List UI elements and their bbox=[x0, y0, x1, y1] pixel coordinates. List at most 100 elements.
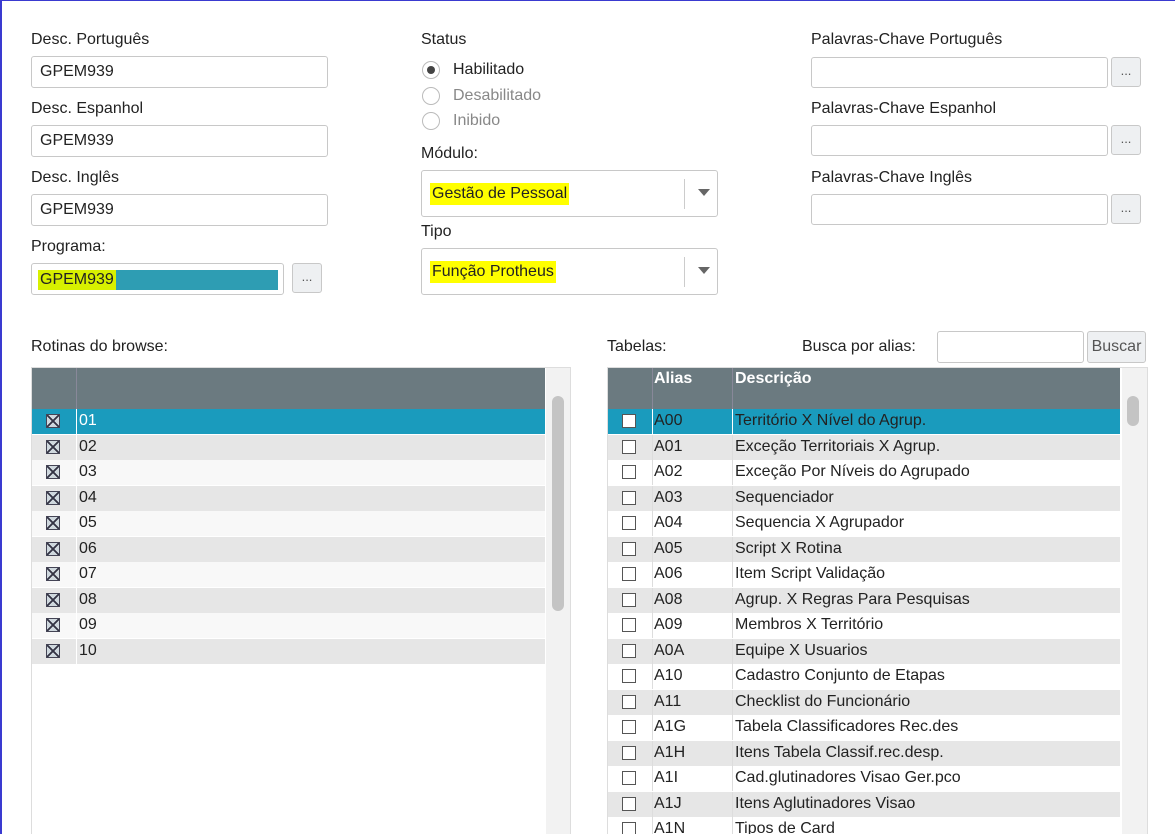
checkbox[interactable] bbox=[622, 567, 636, 581]
row-divider bbox=[652, 638, 653, 664]
checkbox[interactable] bbox=[622, 414, 636, 428]
select-divider bbox=[684, 179, 685, 209]
grid-row[interactable]: A0A Equipe X Usuarios bbox=[608, 638, 1120, 665]
grid-row[interactable]: A11 Checklist do Funcionário bbox=[608, 689, 1120, 716]
grid-row[interactable]: 04 bbox=[32, 485, 545, 512]
grid-row[interactable]: 01 bbox=[32, 409, 545, 435]
checkbox[interactable] bbox=[622, 643, 636, 658]
checkbox[interactable] bbox=[622, 694, 636, 709]
grid-row[interactable]: A04 Sequencia X Agrupador bbox=[608, 511, 1120, 537]
grid-row[interactable]: A1G Tabela Classificadores Rec.des bbox=[608, 715, 1120, 741]
text-input[interactable]: GPEM939 bbox=[31, 125, 328, 157]
description-cell: Cad.glutinadores Visao Ger.pco bbox=[735, 769, 961, 786]
checkbox[interactable] bbox=[622, 516, 636, 530]
grid-row[interactable]: A03 Sequenciador bbox=[608, 485, 1120, 512]
grid-row[interactable]: 07 bbox=[32, 562, 545, 588]
row-value: 05 bbox=[79, 514, 97, 531]
checkbox[interactable] bbox=[46, 567, 60, 581]
grid-row[interactable]: A1I Cad.glutinadores Visao Ger.pco bbox=[608, 766, 1120, 792]
row-value: 03 bbox=[79, 463, 97, 480]
description-cell: Exceção Por Níveis do Agrupado bbox=[735, 463, 970, 480]
ellipsis-button[interactable]: ... bbox=[1111, 57, 1141, 87]
grid-row[interactable]: 10 bbox=[32, 638, 545, 665]
row-divider bbox=[76, 511, 77, 536]
text-input[interactable]: GPEM939 bbox=[31, 194, 328, 226]
search-button[interactable]: Buscar bbox=[1087, 331, 1146, 363]
grid-row[interactable]: A01 Exceção Territoriais X Agrup. bbox=[608, 434, 1120, 461]
grid-row[interactable]: A09 Membros X Território bbox=[608, 613, 1120, 639]
row-value: 10 bbox=[79, 641, 97, 659]
grid-row[interactable]: 09 bbox=[32, 613, 545, 639]
header-divider bbox=[732, 368, 733, 409]
keyword-input[interactable] bbox=[811, 57, 1108, 88]
checkbox[interactable] bbox=[622, 796, 636, 811]
ellipsis-button[interactable]: ... bbox=[292, 263, 322, 293]
row-divider bbox=[652, 434, 653, 460]
grid-row[interactable]: A1H Itens Tabela Classif.rec.desp. bbox=[608, 740, 1120, 767]
row-divider bbox=[732, 791, 733, 817]
row-divider bbox=[732, 434, 733, 460]
checkbox[interactable] bbox=[622, 745, 636, 760]
alias-cell: A0A bbox=[654, 641, 685, 659]
scroll-thumb[interactable] bbox=[1127, 396, 1139, 426]
checkbox[interactable] bbox=[46, 643, 60, 658]
grid-row[interactable]: A1J Itens Aglutinadores Visao bbox=[608, 791, 1120, 818]
search-input[interactable] bbox=[937, 331, 1084, 363]
checkbox[interactable] bbox=[46, 541, 60, 556]
checkbox[interactable] bbox=[46, 618, 60, 632]
row-divider bbox=[652, 562, 653, 587]
checkbox[interactable] bbox=[622, 490, 636, 505]
grid-row[interactable]: 08 bbox=[32, 587, 545, 614]
radio-button[interactable] bbox=[422, 112, 440, 130]
checkbox[interactable] bbox=[622, 592, 636, 607]
select-box[interactable]: Função Protheus bbox=[421, 248, 718, 295]
checkbox[interactable] bbox=[622, 465, 636, 479]
keyword-input[interactable] bbox=[811, 125, 1108, 156]
row-divider bbox=[652, 460, 653, 485]
grid-row[interactable]: A1N Tipos de Card bbox=[608, 817, 1120, 834]
description-cell: Item Script Validação bbox=[735, 565, 885, 582]
select-box[interactable]: Gestão de Pessoal bbox=[421, 170, 718, 217]
radio-button[interactable] bbox=[422, 61, 440, 79]
checkbox[interactable] bbox=[46, 592, 60, 607]
row-divider bbox=[732, 613, 733, 638]
checkbox[interactable] bbox=[46, 516, 60, 530]
checkbox[interactable] bbox=[46, 414, 60, 428]
alias-cell: A01 bbox=[654, 437, 683, 455]
radio-button[interactable] bbox=[422, 86, 440, 105]
grid-row[interactable]: A02 Exceção Por Níveis do Agrupado bbox=[608, 460, 1120, 486]
row-value: 08 bbox=[79, 590, 97, 608]
checkbox[interactable] bbox=[46, 490, 60, 505]
grid-row[interactable]: 05 bbox=[32, 511, 545, 537]
ellipsis-button[interactable]: ... bbox=[1111, 194, 1141, 224]
row-value: 06 bbox=[79, 539, 97, 557]
description-cell: Equipe X Usuarios bbox=[735, 641, 868, 659]
grid-row[interactable]: A00 Território X Nível do Agrup. bbox=[608, 409, 1120, 435]
scroll-thumb[interactable] bbox=[552, 396, 564, 611]
column-header: Descrição bbox=[735, 370, 812, 387]
checkbox[interactable] bbox=[46, 439, 60, 454]
grid-row[interactable]: A05 Script X Rotina bbox=[608, 536, 1120, 563]
text-input[interactable]: GPEM939 bbox=[31, 56, 328, 88]
grid-row[interactable]: 03 bbox=[32, 460, 545, 486]
checkbox[interactable] bbox=[46, 465, 60, 479]
ellipsis-button[interactable]: ... bbox=[1111, 125, 1141, 155]
checkbox[interactable] bbox=[622, 822, 636, 834]
checkbox[interactable] bbox=[622, 669, 636, 683]
program-input[interactable]: GPEM939 bbox=[31, 263, 284, 295]
checkbox[interactable] bbox=[622, 439, 636, 454]
checkbox[interactable] bbox=[622, 618, 636, 632]
grid-row[interactable]: A06 Item Script Validação bbox=[608, 562, 1120, 588]
row-divider bbox=[652, 587, 653, 613]
grid-row[interactable]: A08 Agrup. X Regras Para Pesquisas bbox=[608, 587, 1120, 614]
grid-row[interactable]: 06 bbox=[32, 536, 545, 563]
grid-row[interactable]: A10 Cadastro Conjunto de Etapas bbox=[608, 664, 1120, 690]
row-divider bbox=[652, 766, 653, 791]
grid-row[interactable]: 02 bbox=[32, 434, 545, 461]
checkbox[interactable] bbox=[622, 541, 636, 556]
row-divider bbox=[732, 817, 733, 834]
checkbox[interactable] bbox=[622, 771, 636, 785]
checkbox[interactable] bbox=[622, 720, 636, 734]
search-label: Busca por alias: bbox=[802, 338, 916, 355]
keyword-input[interactable] bbox=[811, 194, 1108, 225]
